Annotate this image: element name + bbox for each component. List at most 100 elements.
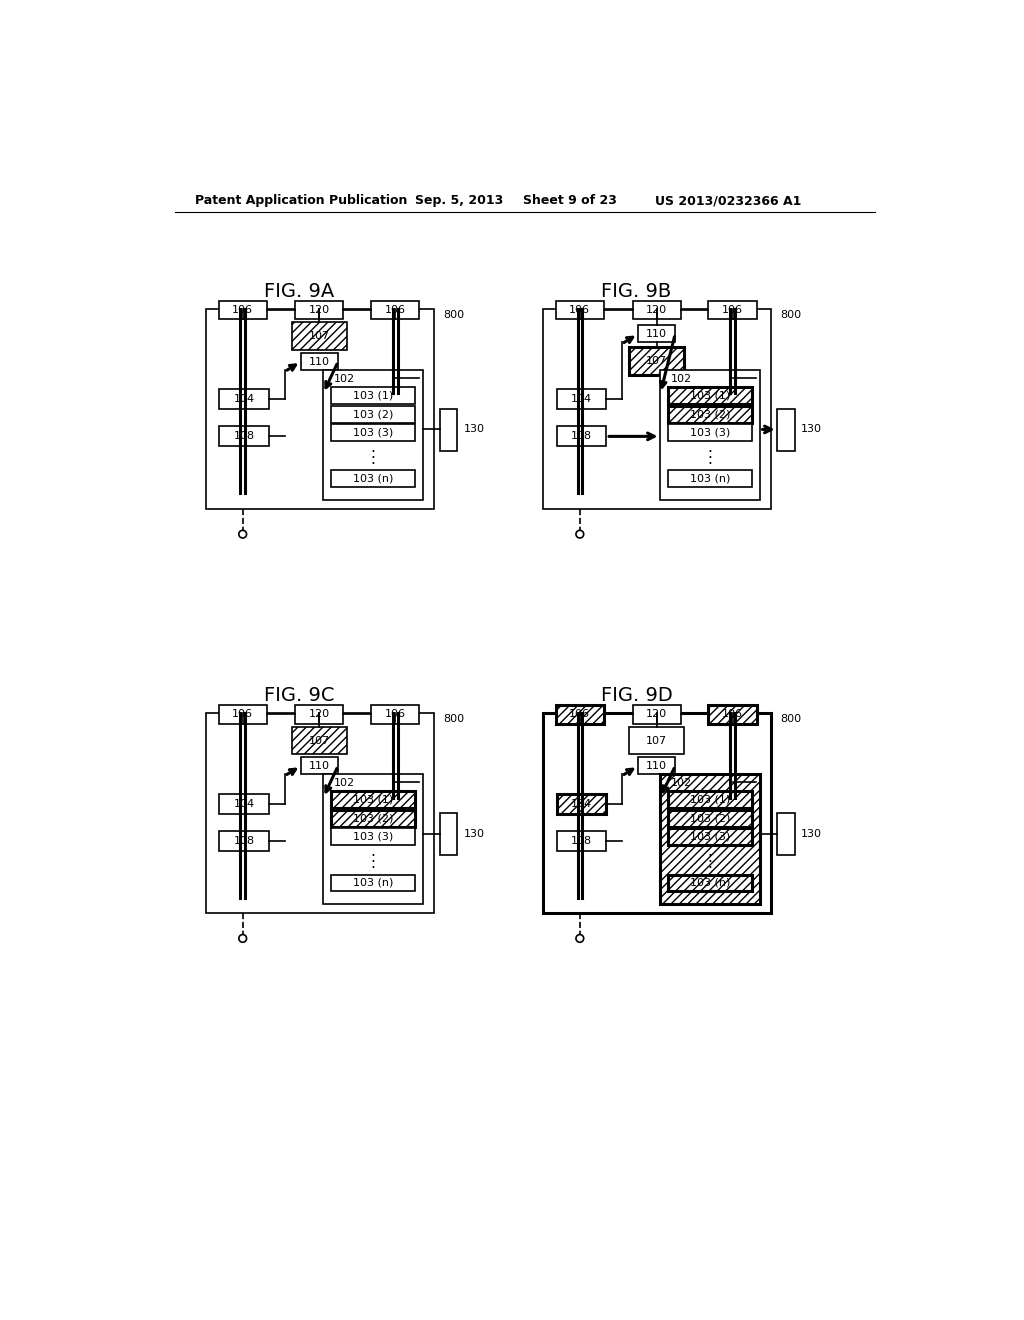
Text: Sep. 5, 2013: Sep. 5, 2013 [415, 194, 503, 207]
Text: 106: 106 [722, 709, 743, 719]
Text: 110: 110 [309, 760, 330, 771]
Bar [206, 713, 434, 913]
Bar [331, 810, 415, 826]
Bar [630, 726, 684, 755]
Text: 107: 107 [646, 735, 667, 746]
Bar [669, 792, 752, 808]
Bar [440, 813, 458, 855]
Bar [219, 793, 269, 813]
Text: 102: 102 [334, 374, 355, 384]
Bar [219, 705, 266, 723]
Text: 106: 106 [385, 305, 406, 315]
Text: 120: 120 [309, 305, 330, 315]
Text: 103 (3): 103 (3) [690, 428, 730, 437]
Text: 120: 120 [646, 709, 667, 719]
Bar [292, 726, 346, 755]
Bar [331, 405, 415, 422]
Text: 103 (2): 103 (2) [690, 813, 730, 824]
Bar [669, 470, 752, 487]
Bar [633, 301, 681, 319]
Text: 800: 800 [780, 714, 802, 723]
Bar [543, 309, 771, 508]
Text: 103 (3): 103 (3) [353, 428, 393, 437]
Text: .: . [708, 843, 713, 859]
Bar [324, 775, 423, 904]
Text: 110: 110 [646, 329, 667, 339]
Bar [638, 758, 675, 775]
Bar [331, 875, 415, 891]
Text: FIG. 9D: FIG. 9D [601, 686, 673, 705]
Bar [219, 830, 269, 850]
Text: .: . [708, 857, 713, 871]
Text: 130: 130 [464, 829, 484, 838]
Bar [295, 705, 343, 723]
Bar [301, 354, 338, 370]
Bar [709, 301, 757, 319]
Bar [372, 301, 420, 319]
Bar [556, 705, 604, 723]
Text: 108: 108 [570, 432, 592, 441]
Text: .: . [708, 451, 713, 467]
Text: 104: 104 [570, 395, 592, 404]
Bar [669, 875, 752, 891]
Bar [331, 829, 415, 845]
Bar [660, 370, 760, 499]
Text: FIG. 9A: FIG. 9A [263, 282, 334, 301]
Text: .: . [371, 857, 376, 871]
Bar [372, 705, 420, 723]
Text: 106: 106 [385, 709, 406, 719]
Bar [638, 326, 675, 342]
Text: 103 (1): 103 (1) [353, 391, 393, 400]
Text: FIG. 9B: FIG. 9B [601, 282, 671, 301]
Bar [777, 409, 795, 451]
Bar [633, 705, 681, 723]
Text: FIG. 9C: FIG. 9C [263, 686, 334, 705]
Bar [556, 301, 604, 319]
Text: 110: 110 [646, 760, 667, 771]
Text: 106: 106 [722, 305, 743, 315]
Text: Sheet 9 of 23: Sheet 9 of 23 [523, 194, 617, 207]
Text: 104: 104 [570, 799, 592, 809]
Text: 107: 107 [309, 331, 330, 342]
Bar [206, 309, 434, 508]
Text: 107: 107 [309, 735, 330, 746]
Text: 103 (n): 103 (n) [352, 474, 393, 483]
Text: .: . [708, 440, 713, 454]
Bar [331, 470, 415, 487]
Text: 103 (1): 103 (1) [353, 795, 393, 805]
Text: 103 (2): 103 (2) [352, 409, 393, 418]
Bar [630, 347, 684, 375]
Text: 103 (2): 103 (2) [690, 409, 730, 418]
Bar [669, 387, 752, 404]
Text: 107: 107 [646, 356, 667, 366]
Bar [219, 426, 269, 446]
Text: 104: 104 [233, 395, 255, 404]
Bar [331, 792, 415, 808]
Text: Patent Application Publication: Patent Application Publication [196, 194, 408, 207]
Bar [219, 301, 266, 319]
Text: 800: 800 [443, 714, 465, 723]
Text: 103 (n): 103 (n) [690, 474, 730, 483]
Text: 103 (n): 103 (n) [352, 878, 393, 888]
Text: 103 (3): 103 (3) [353, 832, 393, 842]
Text: .: . [371, 446, 376, 461]
Text: .: . [708, 446, 713, 461]
Text: .: . [371, 843, 376, 859]
Bar [292, 322, 346, 350]
Text: 102: 102 [334, 777, 355, 788]
Bar [557, 426, 606, 446]
Text: 106: 106 [569, 305, 590, 315]
Bar [669, 405, 752, 422]
Text: 103 (1): 103 (1) [690, 391, 730, 400]
Bar [660, 775, 760, 904]
Text: 103 (2): 103 (2) [352, 813, 393, 824]
Text: .: . [371, 451, 376, 467]
Bar [557, 830, 606, 850]
Bar [777, 813, 795, 855]
Bar [219, 389, 269, 409]
Text: 106: 106 [232, 305, 253, 315]
Bar [440, 409, 458, 451]
Bar [331, 387, 415, 404]
Bar [669, 424, 752, 441]
Text: 120: 120 [646, 305, 667, 315]
